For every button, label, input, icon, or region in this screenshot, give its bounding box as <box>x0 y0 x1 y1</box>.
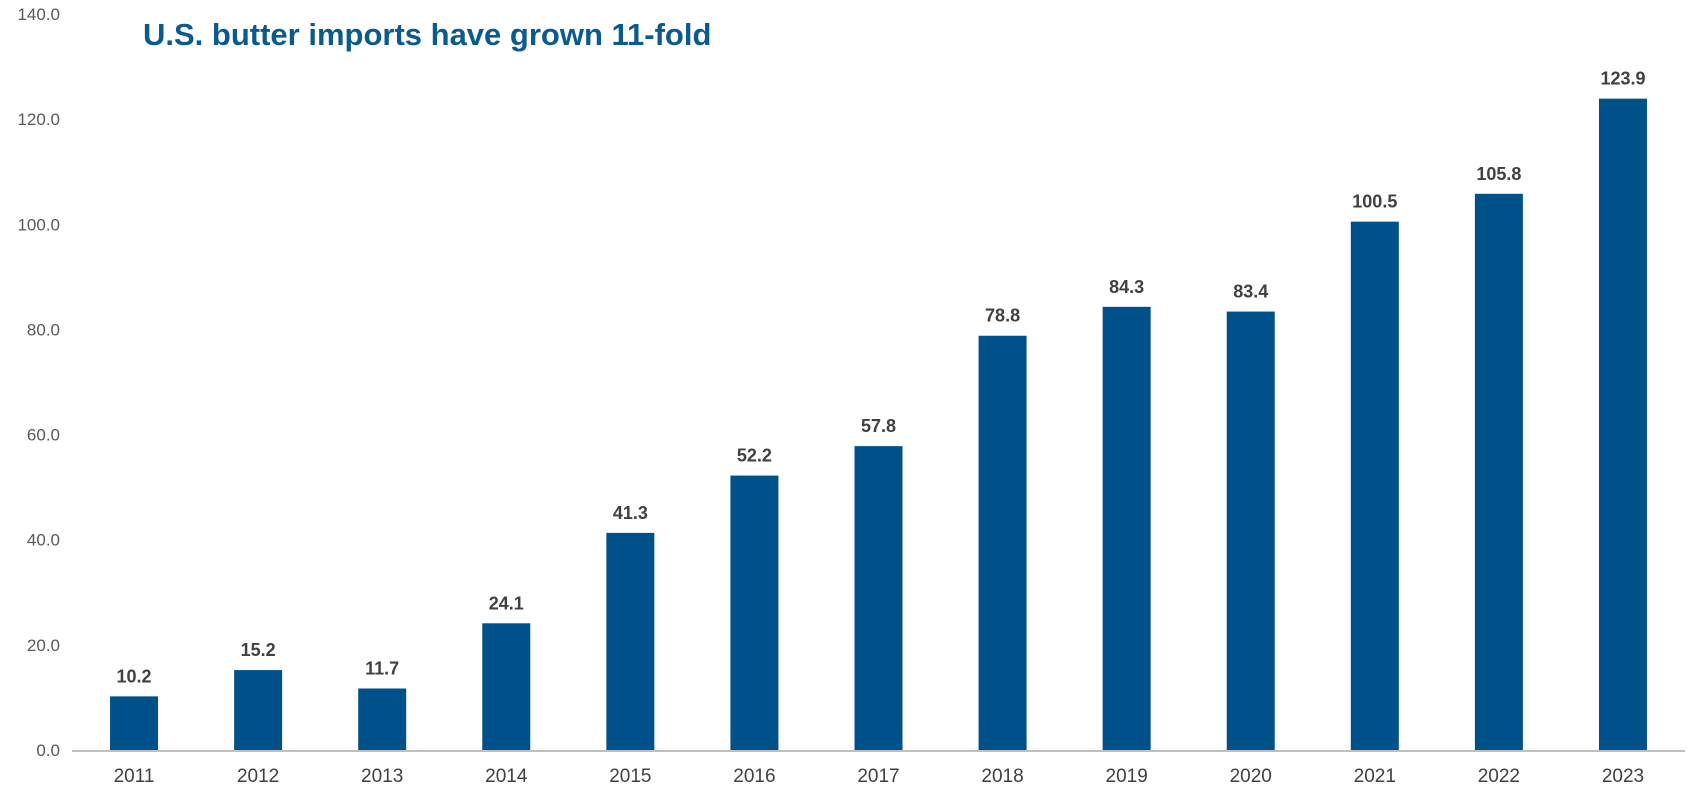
data-label-2016: 52.2 <box>737 446 772 466</box>
x-tick-label-2019: 2019 <box>1106 766 1148 787</box>
bar-2020 <box>1226 311 1275 750</box>
y-tick-label: 40.0 <box>27 531 60 550</box>
bar-2017 <box>854 446 903 750</box>
x-tick-label-2022: 2022 <box>1478 766 1520 787</box>
y-tick-label: 80.0 <box>27 320 60 339</box>
data-label-2018: 78.8 <box>985 306 1020 326</box>
x-tick-label-2018: 2018 <box>981 766 1023 787</box>
x-tick-label-2021: 2021 <box>1354 766 1396 787</box>
x-tick-label-2014: 2014 <box>485 766 528 787</box>
bar-2016 <box>730 475 779 750</box>
y-tick-label: 60.0 <box>27 426 60 445</box>
x-tick-label-2015: 2015 <box>609 766 651 787</box>
data-label-2020: 83.4 <box>1233 282 1268 302</box>
bar-series <box>110 98 1647 750</box>
data-label-2021: 100.5 <box>1352 192 1397 212</box>
x-axis: 2011 2012 2013 2014 2015 2016 2017 2018 2019 2020… <box>114 766 1644 787</box>
x-tick-label-2016: 2016 <box>733 766 775 787</box>
y-tick-label: 20.0 <box>27 636 60 655</box>
data-label-2017: 57.8 <box>861 416 896 436</box>
data-label-2019: 84.3 <box>1109 277 1144 297</box>
y-tick-label: 140.0 <box>17 5 60 24</box>
bar-2013 <box>358 688 407 750</box>
data-label-2011: 10.2 <box>117 666 152 686</box>
data-label-2013: 11.7 <box>365 658 399 678</box>
bar-2014 <box>482 623 531 750</box>
bar-2015 <box>606 532 655 750</box>
x-tick-label-2011: 2011 <box>114 766 155 787</box>
bar-2012 <box>234 670 283 750</box>
bar-2011 <box>110 696 159 750</box>
bar-2022 <box>1474 193 1523 750</box>
y-tick-label: 100.0 <box>17 215 60 234</box>
bar-2021 <box>1350 221 1399 750</box>
data-label-2015: 41.3 <box>613 503 648 523</box>
data-label-2023: 123.9 <box>1600 69 1645 89</box>
y-tick-label: 0.0 <box>36 741 60 760</box>
y-axis: 0.0 20.0 40.0 60.0 80.0 100.0 120.0 140.0 <box>17 5 60 760</box>
bar-2019 <box>1102 306 1151 750</box>
x-tick-label-2013: 2013 <box>361 766 403 787</box>
y-tick-label: 120.0 <box>17 110 60 129</box>
x-tick-label-2017: 2017 <box>857 766 899 787</box>
data-label-2012: 15.2 <box>241 640 276 660</box>
x-tick-label-2020: 2020 <box>1230 766 1272 787</box>
data-label-2022: 105.8 <box>1476 164 1521 184</box>
data-label-2014: 24.1 <box>489 593 524 613</box>
data-labels: 10.2 15.2 11.7 24.1 41.3 52.2 57.8 78.8 84.3 83.4… <box>117 69 1646 687</box>
chart-title: U.S. butter imports have grown 11-fold <box>143 17 711 52</box>
bar-2018 <box>978 335 1027 750</box>
x-tick-label-2023: 2023 <box>1602 766 1644 787</box>
bar-2023 <box>1598 98 1647 750</box>
x-tick-label-2012: 2012 <box>237 766 279 787</box>
